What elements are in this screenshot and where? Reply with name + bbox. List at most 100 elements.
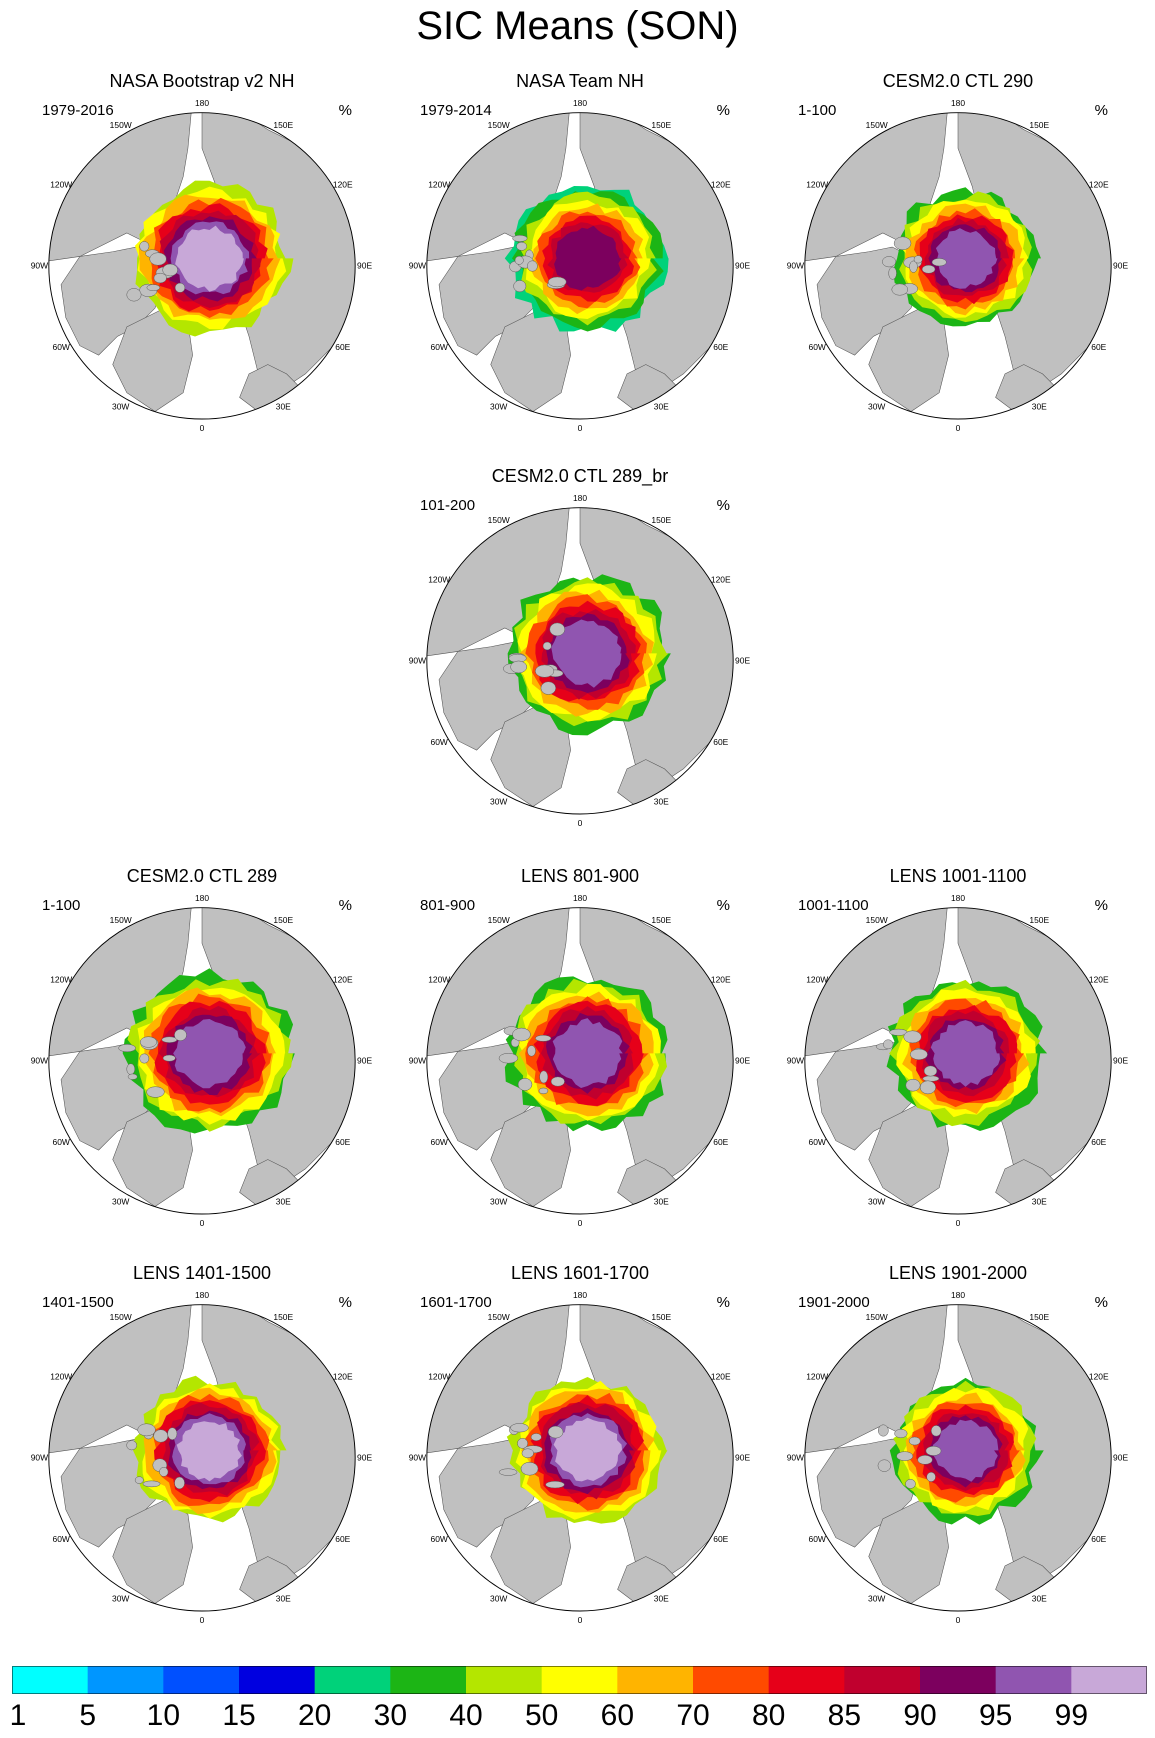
- longitude-label: 60E: [335, 1534, 350, 1544]
- longitude-label: 150W: [488, 120, 510, 130]
- map-border: [804, 112, 1112, 420]
- longitude-label: 30E: [654, 401, 669, 411]
- panel-year-range: 1401-1500: [42, 1294, 114, 1311]
- island: [896, 1451, 914, 1461]
- island: [923, 1065, 938, 1077]
- sic-band: [176, 1421, 242, 1482]
- longitude-label: 120E: [333, 1371, 353, 1381]
- panel-year-range: 1601-1700: [420, 1294, 492, 1311]
- longitude-label: 60E: [335, 1137, 350, 1147]
- longitude-label: 30W: [868, 1593, 885, 1603]
- island: [548, 1425, 564, 1439]
- panel-year-range: 1979-2014: [420, 102, 492, 119]
- longitude-label: 120E: [711, 974, 731, 984]
- longitude-label: 0: [578, 818, 583, 828]
- island: [517, 1078, 533, 1091]
- longitude-label: 120E: [711, 574, 731, 584]
- longitude-label: 90W: [787, 1453, 804, 1463]
- island: [877, 1424, 889, 1437]
- panel-unit: %: [1094, 897, 1108, 914]
- longitude-label: 60E: [1091, 342, 1106, 352]
- island: [877, 1459, 891, 1472]
- sic-band: [930, 1020, 1001, 1087]
- island: [174, 1029, 187, 1041]
- longitude-label: 150E: [651, 1312, 671, 1322]
- colorbar-tick-label: 85: [827, 1699, 862, 1732]
- colorbar-tick-label: 5: [79, 1699, 96, 1732]
- longitude-label: 0: [578, 1615, 583, 1625]
- longitude-label: 60E: [713, 1534, 728, 1544]
- island: [903, 1030, 922, 1044]
- longitude-label: 60E: [713, 1137, 728, 1147]
- island: [126, 1063, 136, 1075]
- polar-map: 180 150E 120E 90E 60E 30E 0 30W 60W 90W 120W 150W: [31, 893, 373, 1228]
- panel-title: CESM2.0 CTL 290: [882, 71, 1034, 91]
- longitude-label: 120W: [806, 974, 828, 984]
- colorbar-swatch: [390, 1666, 467, 1694]
- panel-unit: %: [338, 1294, 352, 1311]
- map-border: [426, 1304, 734, 1612]
- island: [908, 1436, 921, 1446]
- colorbar-swatch: [12, 1666, 89, 1694]
- longitude-label: 150W: [488, 1312, 510, 1322]
- longitude-label: 120E: [1089, 179, 1109, 189]
- longitude-label: 120W: [50, 179, 72, 189]
- island: [913, 255, 923, 264]
- island: [153, 272, 167, 284]
- longitude-label: 120W: [428, 974, 450, 984]
- island: [548, 276, 567, 288]
- colorbar-tick-label: 90: [903, 1699, 937, 1732]
- longitude-label: 0: [578, 1218, 583, 1228]
- island: [516, 241, 528, 251]
- island: [931, 258, 947, 267]
- longitude-label: 120E: [333, 974, 353, 984]
- panel-year-range: 1-100: [798, 102, 837, 119]
- panel-title: LENS 801-900: [520, 866, 640, 886]
- island: [139, 1036, 157, 1048]
- island: [538, 1087, 549, 1095]
- polar-map: 180 150E 120E 90E 60E 30E 0 30W 60W 90W 120W 150W: [31, 1290, 373, 1625]
- polar-map: 180 150E 120E 90E 60E 30E 0 30W 60W 90W 120W 150W: [31, 98, 373, 433]
- sic-band: [553, 1417, 623, 1482]
- longitude-label: 0: [200, 423, 205, 433]
- longitude-label: 90W: [787, 261, 804, 271]
- longitude-label: 30E: [654, 1593, 669, 1603]
- polar-map: 180 150E 120E 90E 60E 30E 0 30W 60W 90W 120W 150W: [409, 493, 751, 828]
- polar-map: 180 150E 120E 90E 60E 30E 0 30W 60W 90W 120W 150W: [787, 98, 1129, 433]
- longitude-label: 30W: [868, 401, 885, 411]
- colorbar-tick-label: 99: [1054, 1699, 1089, 1732]
- longitude-label: 60W: [431, 1137, 448, 1147]
- island: [498, 1053, 519, 1064]
- island: [542, 641, 552, 651]
- longitude-label: 90E: [1113, 1056, 1128, 1066]
- island: [134, 1476, 144, 1484]
- island: [550, 1076, 565, 1087]
- longitude-label: 120W: [50, 974, 72, 984]
- island: [153, 1429, 169, 1443]
- island: [161, 1036, 178, 1043]
- longitude-label: 0: [578, 423, 583, 433]
- map-panel: NASA Team NH 1979-2014% 180 150E 120E 90E 60E 3…: [390, 70, 770, 435]
- longitude-label: 120W: [806, 179, 828, 189]
- longitude-label: 90E: [1113, 261, 1128, 271]
- figure-title: SIC Means (SON): [416, 4, 739, 48]
- longitude-label: 0: [956, 423, 961, 433]
- panel-unit: %: [716, 102, 730, 119]
- colorbar-tick-label: 15: [222, 1699, 256, 1732]
- longitude-label: 30W: [490, 796, 507, 806]
- longitude-label: 150E: [651, 915, 671, 925]
- island: [139, 241, 150, 252]
- longitude-label: 30W: [112, 1196, 129, 1206]
- longitude-label: 60W: [809, 1534, 826, 1544]
- longitude-label: 120E: [1089, 974, 1109, 984]
- longitude-label: 120W: [428, 574, 450, 584]
- colorbar-swatch: [617, 1666, 694, 1694]
- longitude-label: 90E: [735, 1453, 750, 1463]
- longitude-label: 150W: [866, 1312, 888, 1322]
- panel-title: CESM2.0 CTL 289_br: [491, 466, 669, 486]
- map-panel: LENS 1601-1700 1601-1700% 180 150E 120E 90E 60…: [390, 1262, 770, 1627]
- panel-unit: %: [716, 497, 730, 514]
- panel-unit: %: [716, 897, 730, 914]
- island: [530, 1433, 542, 1441]
- longitude-label: 60E: [713, 737, 728, 747]
